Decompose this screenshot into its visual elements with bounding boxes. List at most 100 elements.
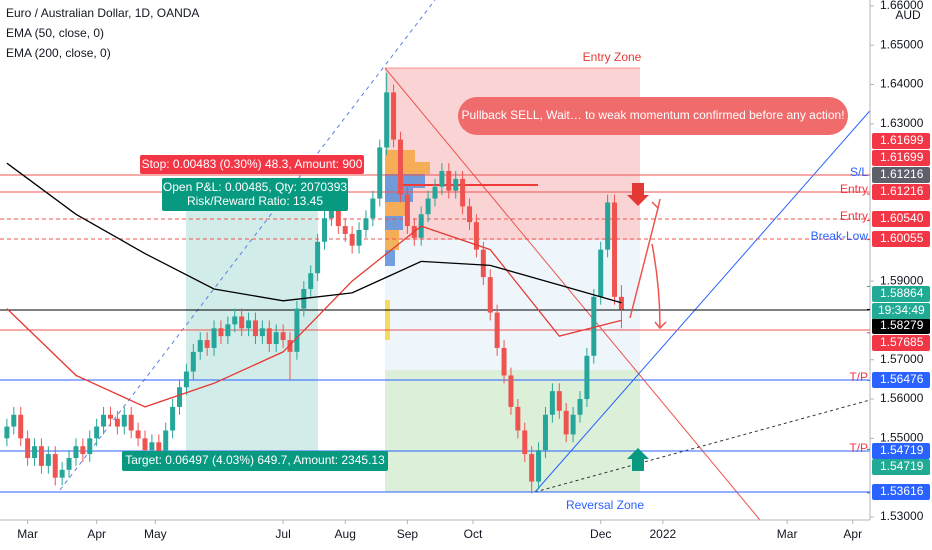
y-tick-label: 1.57000 — [880, 352, 924, 366]
y-tick-label: 1.59000 — [880, 273, 924, 287]
candle-body — [73, 446, 79, 459]
candle-body — [446, 171, 452, 191]
candle-body — [556, 391, 562, 411]
candle-body — [225, 324, 231, 337]
candle-body — [38, 446, 44, 466]
price-badge — [872, 484, 930, 500]
ema-line — [6, 162, 622, 304]
candle-body — [584, 355, 590, 400]
candle-body — [391, 92, 397, 140]
price-label: 1.61216 — [880, 184, 924, 198]
candle-body — [156, 442, 162, 455]
line-label: Entry — [840, 182, 868, 196]
x-tick-label: Apr — [87, 527, 106, 541]
candle-body — [59, 469, 65, 478]
candle-body — [529, 454, 535, 482]
candle-body — [598, 249, 604, 297]
candle-body — [570, 414, 576, 435]
candle-body — [487, 277, 493, 313]
stop-label: Stop: 0.00483 (0.30%) 48.3, Amount: 900 — [142, 157, 363, 171]
x-tick-label: Jul — [275, 527, 290, 541]
note-bubble — [458, 97, 848, 135]
line-label: Entry — [840, 209, 868, 223]
candle-body — [266, 328, 272, 344]
candle-body — [549, 391, 555, 415]
candle-body — [177, 387, 183, 407]
y-tick-label: 1.56000 — [880, 391, 924, 405]
candle-body — [612, 202, 618, 297]
candle-body — [80, 446, 86, 455]
candle-body — [45, 454, 51, 466]
note: Pullback SELL, Wait… to weak momentum co… — [461, 108, 844, 122]
candle-body — [114, 418, 120, 427]
candle-body — [536, 450, 542, 482]
price-badge — [872, 372, 930, 388]
candle-body — [273, 332, 279, 344]
candle-body — [149, 442, 155, 451]
candle-body — [377, 147, 383, 199]
price-badge — [872, 459, 930, 475]
candle-body — [197, 340, 203, 352]
candle-body — [32, 446, 38, 459]
price-label: 1.58279 — [880, 318, 924, 332]
candle-body — [618, 296, 624, 310]
candle-body — [170, 406, 176, 431]
candle-body — [204, 340, 210, 348]
candle-body — [501, 347, 507, 376]
price-label: 1.58864 — [880, 286, 924, 300]
candle-body — [66, 458, 72, 470]
price-label: 1.57685 — [880, 335, 924, 349]
x-tick-label: May — [144, 527, 167, 541]
candle-body — [349, 233, 355, 246]
candle-body — [605, 202, 611, 250]
risk-reward: Risk/Reward Ratio: 13.45 — [187, 194, 323, 208]
candle-body — [121, 414, 127, 427]
buy-arrow — [627, 448, 649, 471]
x-tick-label: Sep — [397, 527, 419, 541]
candle-body — [591, 296, 597, 356]
price-badge — [872, 184, 930, 200]
line-label: T/P — [849, 370, 868, 384]
price-badge — [872, 286, 930, 302]
candle-body — [246, 320, 252, 329]
candle-body — [308, 273, 314, 289]
x-tick-label: Mar — [17, 527, 38, 541]
candle-body — [4, 426, 10, 439]
y-tick-label: 1.53000 — [880, 509, 924, 523]
candle-body — [494, 312, 500, 348]
candle-body — [439, 171, 445, 187]
open-pnl: Open P&L: 0.00485, Qty: 2070393 — [163, 180, 347, 194]
x-tick-label: Oct — [464, 527, 483, 541]
y-tick-label: 1.55000 — [880, 431, 924, 445]
line-label: S/L — [850, 165, 868, 179]
stop-box — [140, 155, 364, 174]
candle-body — [239, 316, 245, 329]
pnl-box — [162, 178, 348, 211]
plot — [4, 72, 624, 494]
chart-title: Euro / Australian Dollar, 1D, OANDA — [6, 6, 199, 20]
price-label: 1.60540 — [880, 211, 924, 225]
currency: AUD — [895, 8, 921, 22]
legend-entry: EMA (50, close, 0) — [6, 26, 104, 40]
sell-arrow — [627, 183, 649, 206]
candle-body — [356, 229, 362, 246]
candle-body — [135, 430, 141, 439]
price-badge — [872, 318, 930, 334]
price-badge — [872, 211, 930, 227]
candle-body — [577, 399, 583, 415]
price-badge — [872, 335, 930, 351]
x-tick-label: Apr — [843, 527, 862, 541]
candle-body — [425, 198, 431, 215]
price-badge — [872, 167, 930, 183]
candle-body — [480, 249, 486, 278]
x-tick-label: Dec — [590, 527, 611, 541]
candle-body — [190, 351, 196, 372]
candle-body — [18, 414, 24, 439]
candle-body — [142, 438, 148, 451]
y-tick-label: 1.63000 — [880, 116, 924, 130]
price-label: 1.61699 — [880, 133, 924, 147]
candle-body — [522, 430, 528, 455]
price-label: 1.61216 — [880, 167, 924, 181]
